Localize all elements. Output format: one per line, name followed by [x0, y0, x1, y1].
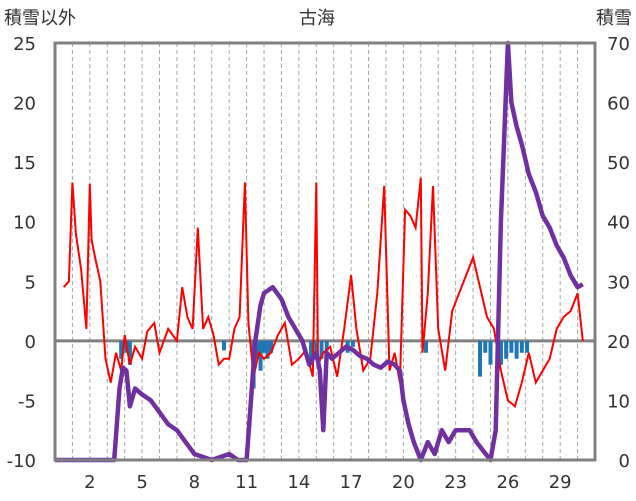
precip-bar [504, 340, 509, 359]
x-tick-label: 26 [496, 472, 519, 493]
precip-bar [262, 340, 267, 353]
temperature-line [62, 177, 584, 409]
precip-bar [525, 340, 530, 353]
left-tick-label: 0 [25, 332, 36, 353]
precip-bar [483, 340, 488, 353]
right-tick-label: 0 [619, 451, 630, 472]
left-tick-label: 15 [13, 153, 36, 174]
snow-depth-line [55, 40, 584, 463]
precip-bar [221, 340, 226, 351]
precip-bar [314, 340, 319, 353]
x-tick-label: 14 [287, 472, 310, 493]
precip-bar [488, 340, 493, 365]
plot-frame [53, 41, 597, 462]
right-tick-label: 20 [607, 332, 630, 353]
chart-title: 古海 [299, 8, 335, 29]
precip-bar [519, 340, 524, 353]
precip-bar [309, 340, 314, 365]
left-tick-label: 5 [25, 272, 36, 293]
precip-bar [478, 340, 483, 377]
precip-bar [319, 340, 324, 359]
right-tick-label: 10 [607, 391, 630, 412]
left-axis-label: 積雪以外 [4, 8, 76, 29]
right-tick-label: 40 [607, 213, 630, 234]
precip-bar [119, 340, 124, 359]
left-tick-label: -10 [7, 451, 36, 472]
x-tick-label: 29 [549, 472, 572, 493]
right-tick-label: 70 [607, 34, 630, 55]
left-tick-label: -5 [18, 391, 36, 412]
precip-bar [255, 340, 260, 359]
left-axis-ticks: 25 20 15 10 5 0 -5 -10 [7, 34, 36, 472]
x-tick-label: 8 [189, 472, 200, 493]
precip-bar [324, 340, 329, 351]
x-tick-label: 23 [444, 472, 467, 493]
left-tick-label: 20 [13, 94, 36, 115]
right-axis-label: 積雪 [596, 8, 632, 29]
left-tick-label: 10 [13, 213, 36, 234]
precip-bar [498, 340, 503, 365]
right-axis-ticks: 70 60 50 40 30 20 10 0 [607, 34, 630, 472]
precip-bar [514, 340, 519, 359]
x-tick-label: 17 [340, 472, 363, 493]
x-axis-ticks: 2 5 8 11 14 17 20 23 26 29 [84, 472, 572, 493]
precip-bar [265, 340, 270, 359]
precip-bar [424, 340, 429, 353]
precip-bar [509, 340, 514, 353]
precip-bar [269, 340, 273, 353]
x-tick-label: 20 [392, 472, 415, 493]
right-tick-label: 50 [607, 153, 630, 174]
x-tick-label: 11 [235, 472, 258, 493]
precip-bar [350, 340, 355, 347]
left-tick-label: 25 [13, 34, 36, 55]
x-tick-label: 5 [136, 472, 147, 493]
x-tick-label: 2 [84, 472, 95, 493]
right-tick-label: 60 [607, 94, 630, 115]
precip-bar [127, 340, 132, 365]
right-tick-label: 30 [607, 272, 630, 293]
